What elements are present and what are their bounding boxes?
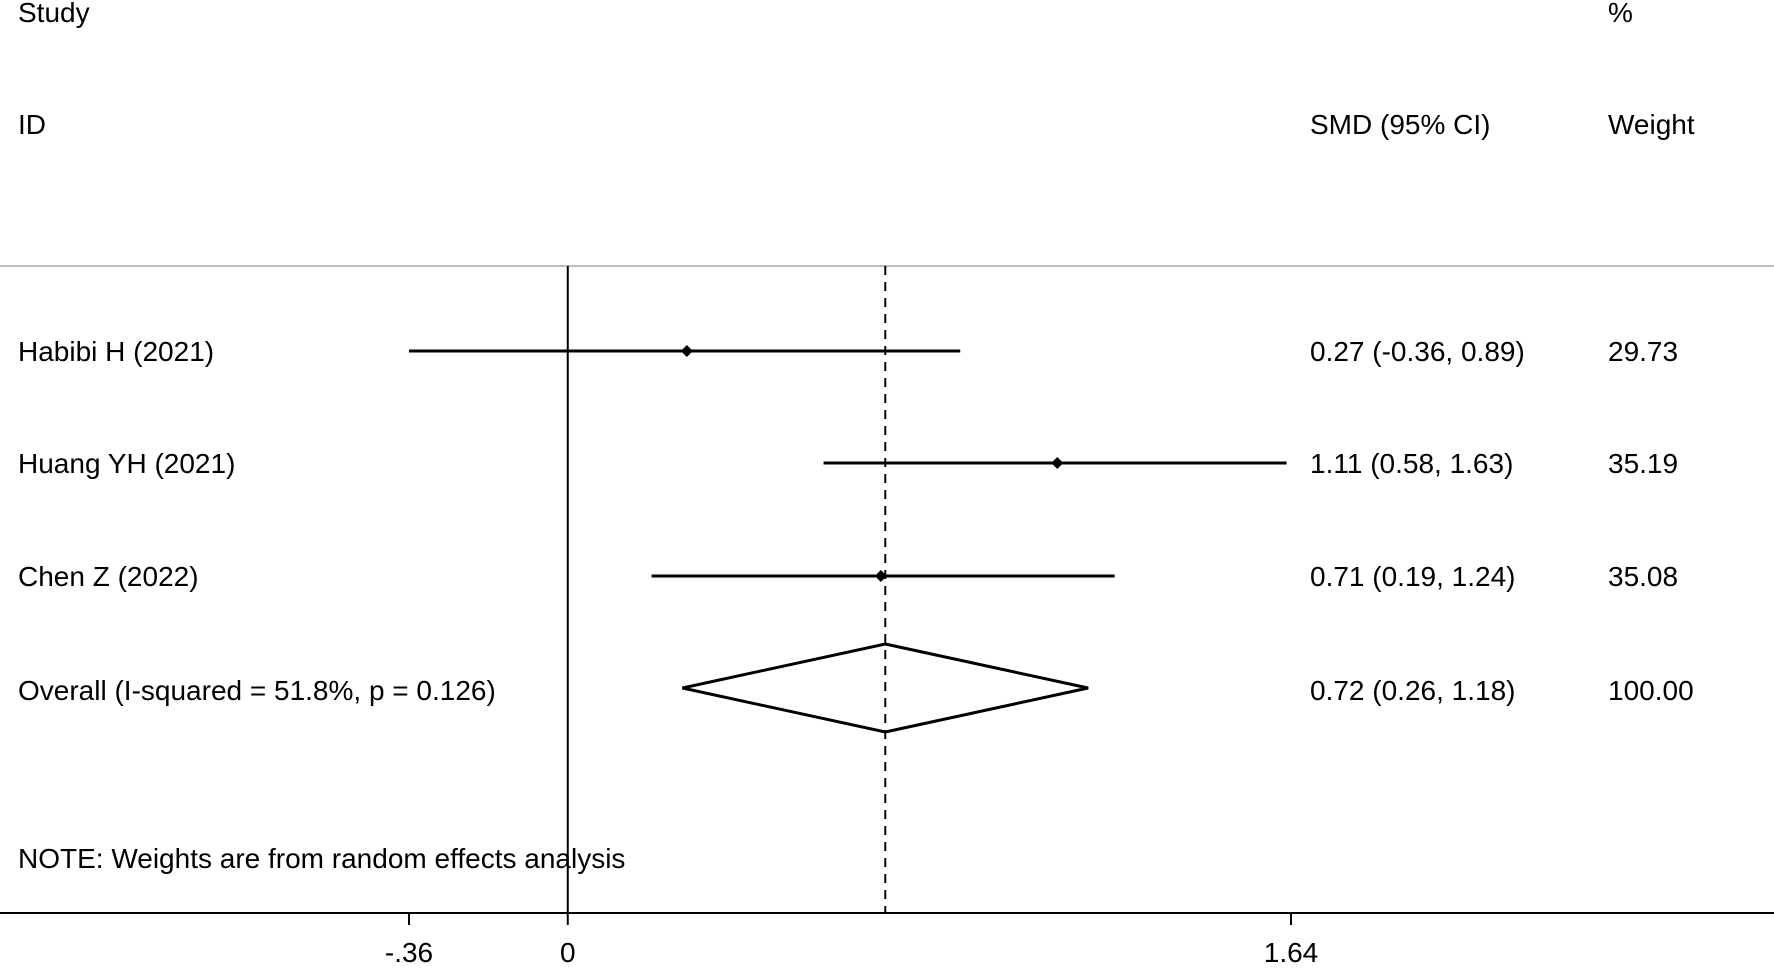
point-estimate-marker [680,345,693,357]
ci-text: 1.11 (0.58, 1.63) [1310,448,1513,479]
study-header: Study [18,0,90,28]
id-header: ID [18,109,46,140]
weight-percent-header: % [1608,0,1633,28]
x-tick-label: 0 [560,937,576,968]
study-label: Huang YH (2021) [18,448,235,479]
weight-value: 35.08 [1608,561,1678,592]
ci-text: 0.27 (-0.36, 0.89) [1310,336,1525,367]
weight-value: 29.73 [1608,336,1678,367]
x-axis-ticks: -.36 0 1.64 [385,913,1318,968]
weight-header: Weight [1608,109,1695,140]
smd-header: SMD (95% CI) [1310,109,1490,140]
pooled-estimate-diamond [682,642,1089,734]
random-effects-note: NOTE: Weights are from random effects an… [18,843,625,874]
x-tick-label: -.36 [385,937,433,968]
study-label: Chen Z (2022) [18,561,199,592]
study-row-huang: Huang YH (2021) 1.11 (0.58, 1.63) 35.19 [18,448,1678,479]
study-row-chen: Chen Z (2022) 0.71 (0.19, 1.24) 35.08 [18,561,1678,592]
study-label: Habibi H (2021) [18,336,214,367]
overall-row: Overall (I-squared = 51.8%, p = 0.126) 0… [18,642,1694,734]
overall-label: Overall (I-squared = 51.8%, p = 0.126) [18,675,496,706]
point-estimate-marker [1051,457,1064,469]
weight-value: 35.19 [1608,448,1678,479]
point-estimate-marker [874,570,887,582]
x-tick-label: 1.64 [1264,937,1319,968]
ci-text: 0.71 (0.19, 1.24) [1310,561,1515,592]
study-row-habibi: Habibi H (2021) 0.27 (-0.36, 0.89) 29.73 [18,336,1678,367]
overall-weight: 100.00 [1608,675,1694,706]
overall-ci-text: 0.72 (0.26, 1.18) [1310,675,1515,706]
